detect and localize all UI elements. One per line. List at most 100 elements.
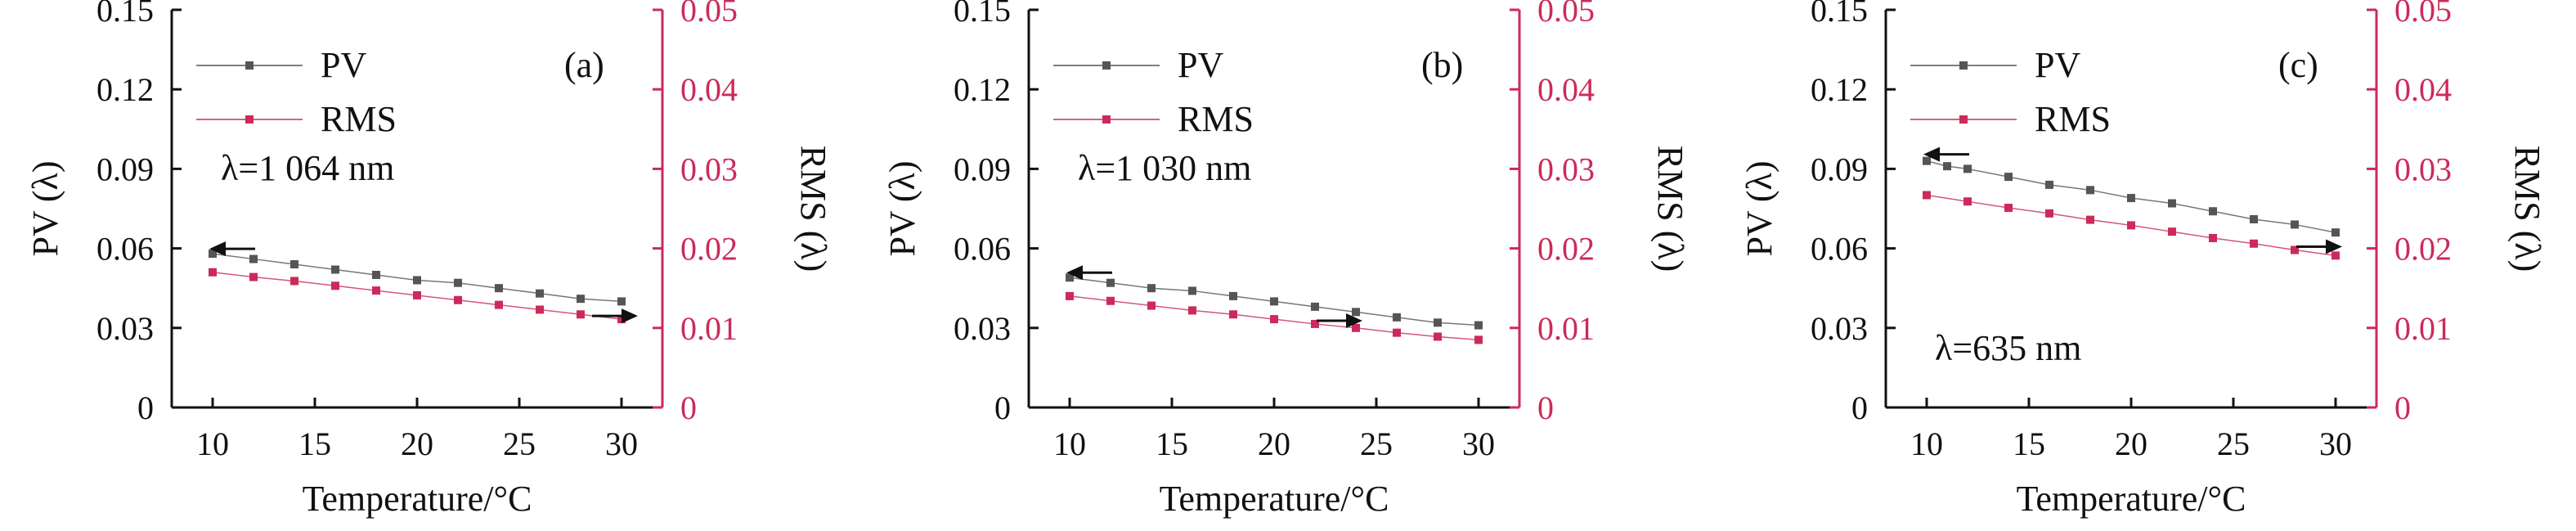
legend-label-rms: RMS: [2035, 99, 2111, 139]
data-point-rms: [2004, 204, 2013, 213]
right-tick-label: 0.02: [680, 231, 738, 268]
right-tick-label: 0.03: [680, 151, 738, 187]
data-point-pv: [1106, 278, 1115, 287]
x-tick-label: 10: [1053, 425, 1086, 462]
data-point-pv: [2086, 186, 2094, 195]
legend-marker-pv: [1102, 61, 1111, 70]
data-point-rms: [2045, 209, 2053, 218]
right-tick-label: 0.02: [1537, 231, 1595, 268]
legend-marker-pv: [1959, 61, 1968, 70]
data-point-rms: [1147, 301, 1156, 310]
x-tick-label: 20: [2115, 425, 2147, 462]
data-point-rms: [1393, 328, 1401, 337]
data-point-pv: [1474, 321, 1483, 330]
data-point-pv: [1923, 156, 1931, 165]
panel-label: (b): [1421, 45, 1463, 85]
data-point-pv: [1147, 284, 1156, 293]
left-tick-label: 0.09: [954, 151, 1011, 187]
x-tick-label: 20: [1258, 425, 1290, 462]
x-tick-label: 10: [1910, 425, 1943, 462]
data-point-rms: [2168, 227, 2176, 236]
x-tick-label: 25: [1360, 425, 1393, 462]
data-point-rms: [413, 290, 421, 299]
right-tick-label: 0: [2394, 389, 2411, 426]
legend-label-rms: RMS: [1178, 99, 1254, 139]
right-tick-label: 0: [680, 389, 697, 426]
legend-marker-rms: [245, 115, 254, 124]
data-point-rms: [1066, 291, 1074, 300]
left-tick-label: 0.03: [954, 310, 1011, 347]
panel-label: (a): [564, 45, 604, 85]
data-point-rms: [1434, 332, 1442, 341]
data-point-rms: [1352, 323, 1360, 332]
left-tick-label: 0.12: [96, 71, 154, 108]
pv-axis-arrow-head: [1066, 265, 1083, 281]
x-tick-label: 25: [2217, 425, 2250, 462]
legend-label-pv: PV: [1178, 45, 1223, 85]
data-point-pv: [1963, 164, 1972, 173]
panel-label: (c): [2278, 45, 2318, 85]
right-tick-label: 0.01: [1537, 310, 1595, 347]
left-axis-label: PV (λ): [882, 160, 922, 256]
data-point-rms: [1474, 335, 1483, 344]
rms-axis-arrow-head: [2326, 239, 2342, 254]
pv-axis-arrow-head: [1923, 146, 1940, 162]
left-tick-label: 0.15: [1811, 0, 1868, 29]
data-point-pv: [454, 278, 462, 287]
right-tick-label: 0.02: [2394, 231, 2452, 268]
x-tick-label: 15: [1156, 425, 1188, 462]
data-point-rms: [209, 268, 217, 277]
left-tick-label: 0.15: [96, 0, 154, 29]
legend-label-pv: PV: [2035, 45, 2080, 85]
right-tick-label: 0.05: [1537, 0, 1595, 29]
data-point-pv: [617, 297, 626, 306]
data-point-pv: [2291, 220, 2299, 229]
data-point-pv: [2127, 194, 2135, 203]
data-point-rms: [331, 281, 339, 290]
legend-label-pv: PV: [321, 45, 366, 85]
data-point-rms: [1923, 191, 1931, 200]
data-point-pv: [2045, 180, 2053, 189]
x-tick-label: 30: [605, 425, 638, 462]
data-point-pv: [290, 260, 298, 269]
x-tick-label: 10: [196, 425, 229, 462]
chart-panel-1: 0 0.03 0.06 0.09 0.12 0.15 0 0.01 0.02 0.03 0.04 0.…: [25, 0, 833, 519]
x-tick-label: 30: [2319, 425, 2352, 462]
data-point-rms: [1270, 315, 1278, 324]
legend-label-rms: RMS: [321, 99, 397, 139]
data-point-pv: [413, 276, 421, 285]
data-point-pv: [1188, 286, 1196, 295]
left-tick-label: 0.03: [96, 310, 154, 347]
data-point-pv: [249, 254, 258, 263]
left-tick-label: 0.09: [96, 151, 154, 187]
x-tick-label: 15: [2013, 425, 2045, 462]
left-axis-label: PV (λ): [25, 160, 65, 256]
right-tick-label: 0.01: [680, 310, 738, 347]
x-axis-label: Temperature/°C: [1160, 479, 1389, 519]
data-point-pv: [577, 295, 585, 304]
left-tick-label: 0.06: [96, 231, 154, 268]
right-tick-label: 0.03: [1537, 151, 1595, 187]
data-point-rms: [1229, 310, 1237, 319]
data-point-pv: [495, 284, 503, 293]
data-point-pv: [1352, 308, 1360, 317]
data-point-pv: [1229, 291, 1237, 300]
data-point-rms: [290, 277, 298, 286]
data-point-pv: [1270, 297, 1278, 306]
rms-axis-arrow-head: [622, 308, 638, 324]
chart-panel-2: 0 0.03 0.06 0.09 0.12 0.15 0 0.01 0.02 0.03 0.04 0.…: [882, 0, 1690, 519]
data-point-rms: [2250, 239, 2258, 248]
left-tick-label: 0.03: [1811, 310, 1868, 347]
x-tick-label: 15: [298, 425, 331, 462]
data-point-pv: [2250, 214, 2258, 223]
left-tick-label: 0.12: [1811, 71, 1868, 108]
left-tick-label: 0: [1851, 389, 1868, 426]
right-axis-label: RMS (λ): [793, 146, 833, 272]
data-point-rms: [249, 272, 258, 281]
data-point-pv: [2168, 199, 2176, 208]
legend-marker-pv: [245, 61, 254, 70]
rms-axis-arrow-head: [1346, 313, 1362, 328]
left-tick-label: 0.12: [954, 71, 1011, 108]
data-point-rms: [372, 286, 380, 295]
data-point-pv: [2331, 228, 2340, 237]
